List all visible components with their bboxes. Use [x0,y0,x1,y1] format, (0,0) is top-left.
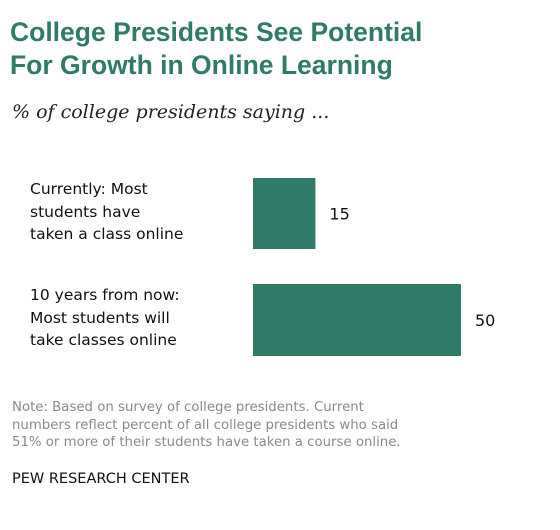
data-label-1: 50 [475,311,495,330]
bar-1 [253,284,461,356]
category-label-future-line-2: Most students will [30,308,170,327]
chart-subtitle: % of college presidents saying ... [12,101,330,123]
chart-title: College Presidents See Potential For Gro… [10,16,545,82]
category-label-future-line-3: take classes online [30,331,177,349]
data-label-0: 15 [329,205,349,224]
category-label-future-line-1: 10 years from now: [30,286,180,304]
category-label-currently: Currently: Most students have taken a cl… [30,178,240,246]
chart-note: Note: Based on survey of college preside… [12,399,542,452]
chart-note-line-2: numbers reflect percent of all college p… [12,417,399,433]
category-label-currently-line-3: taken a class online [30,225,184,243]
chart-note-line-3: 51% or more of their students have taken… [12,435,401,450]
chart-title-line-1: College Presidents See Potential [10,17,423,47]
category-label-future: 10 years from now: Most students will ta… [30,284,240,352]
category-label-currently-line-2: students have [30,202,141,221]
source-credit: PEW RESEARCH CENTER [12,471,190,487]
chart-title-line-2: For Growth in Online Learning [10,50,393,80]
category-label-currently-line-1: Currently: Most [30,180,148,198]
chart-note-line-1: Note: Based on survey of college preside… [12,400,364,415]
bar-0 [253,178,316,249]
